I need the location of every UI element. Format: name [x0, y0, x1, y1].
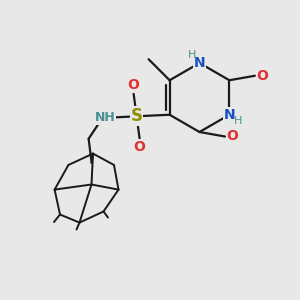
Text: S: S [130, 107, 142, 125]
Text: H: H [234, 116, 243, 126]
Text: NH: NH [95, 111, 116, 124]
Text: O: O [226, 130, 238, 143]
Text: O: O [256, 69, 268, 83]
Text: H: H [188, 50, 196, 60]
Text: O: O [134, 140, 146, 154]
Text: N: N [194, 56, 205, 70]
Text: O: O [128, 78, 140, 92]
Text: N: N [224, 108, 235, 122]
